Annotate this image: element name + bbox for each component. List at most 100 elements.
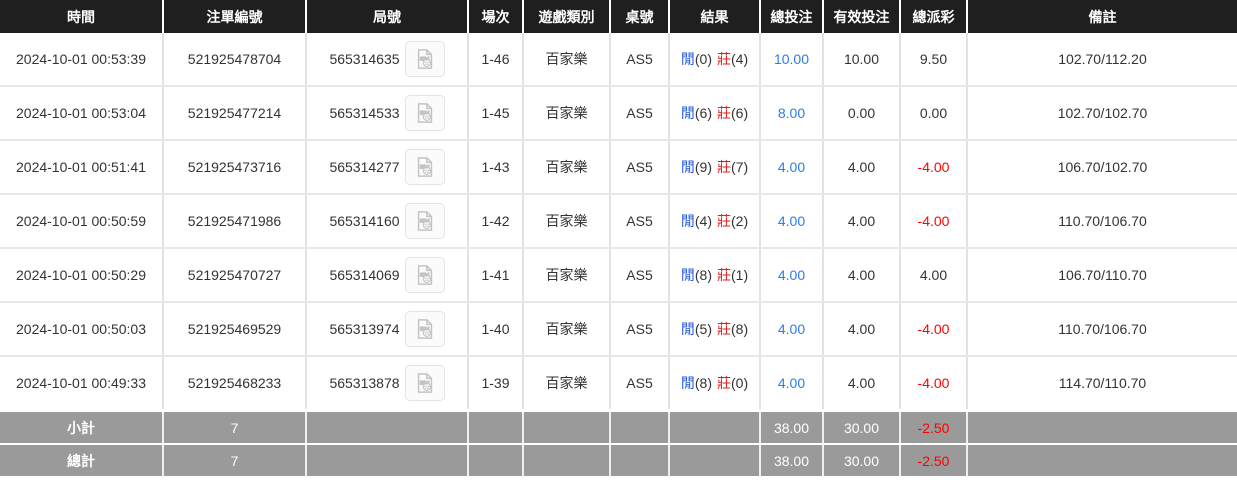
total-bet-link[interactable]: 4.00 [777, 321, 806, 337]
cell-table-no: AS5 [610, 33, 670, 87]
banker-points: (6) [731, 105, 749, 121]
cell-bet-id: 521925470727 [163, 248, 307, 303]
cell-time: 2024-10-01 00:49:33 [0, 356, 164, 412]
cell-payout: 0.00 [900, 86, 968, 141]
total-bet-link[interactable]: 4.00 [777, 267, 806, 283]
cell-bet-id: 521925478704 [163, 33, 307, 87]
table-body: 2024-10-01 00:53:39 521925478704 5653146… [0, 33, 1237, 412]
cell-payout: -4.00 [900, 356, 968, 412]
cell-round: 565314533 [306, 86, 469, 141]
video-replay-button[interactable] [404, 365, 445, 401]
subtotal-total-bet: 38.00 [760, 409, 824, 445]
cell-session: 1-46 [468, 33, 524, 87]
col-header-total-bet: 總投注 [760, 0, 824, 33]
total-payout: -2.50 [900, 444, 968, 478]
col-header-remark: 備註 [967, 0, 1237, 33]
banker-result-label: 莊 [717, 267, 731, 283]
round-id: 565314635 [329, 51, 400, 67]
cell-remark: 114.70/110.70 [967, 356, 1237, 412]
table-row: 2024-10-01 00:50:03 521925469529 5653139… [0, 302, 1237, 357]
cell-bet-id: 521925473716 [163, 140, 307, 195]
total-bet-link[interactable]: 4.00 [777, 375, 806, 391]
round-id: 565313878 [329, 375, 400, 391]
round-id: 565314277 [329, 159, 400, 175]
video-replay-button[interactable] [404, 257, 445, 293]
cell-total-bet: 8.00 [760, 86, 824, 141]
header-row: 時間 注單編號 局號 場次 遊戲類別 桌號 結果 總投注 有效投注 總派彩 備註 [0, 0, 1237, 33]
cell-game-type: 百家樂 [523, 302, 611, 357]
table-row: 2024-10-01 00:49:33 521925468233 5653138… [0, 356, 1237, 412]
video-file-icon [417, 373, 432, 393]
subtotal-count: 7 [163, 409, 307, 445]
cell-total-bet: 10.00 [760, 33, 824, 87]
banker-points: (4) [731, 51, 749, 67]
banker-points: (2) [731, 213, 749, 229]
col-header-payout: 總派彩 [900, 0, 968, 33]
cell-valid-bet: 4.00 [823, 248, 901, 303]
total-bet-link[interactable]: 8.00 [777, 105, 806, 121]
cell-session: 1-45 [468, 86, 524, 141]
player-points: (8) [694, 267, 712, 283]
cell-valid-bet: 4.00 [823, 140, 901, 195]
video-file-icon [417, 211, 432, 231]
cell-time: 2024-10-01 00:50:29 [0, 248, 164, 303]
cell-session: 1-41 [468, 248, 524, 303]
col-header-valid-bet: 有效投注 [823, 0, 901, 33]
video-file-icon [417, 103, 432, 123]
video-replay-button[interactable] [404, 41, 445, 77]
player-result-label: 閒 [680, 321, 695, 337]
cell-total-bet: 4.00 [760, 194, 824, 249]
video-file-icon [417, 265, 432, 285]
total-bet-link[interactable]: 10.00 [773, 51, 810, 67]
cell-bet-id: 521925468233 [163, 356, 307, 412]
total-bet-link[interactable]: 4.00 [777, 213, 806, 229]
player-result-label: 閒 [680, 267, 695, 283]
cell-round: 565314069 [306, 248, 469, 303]
player-result-label: 閒 [680, 51, 695, 67]
table-footer: 小計 7 38.00 30.00 -2.50 總計 7 38.00 30.00 … [0, 409, 1237, 478]
cell-remark: 106.70/110.70 [967, 248, 1237, 303]
video-replay-button[interactable] [404, 149, 445, 185]
cell-bet-id: 521925469529 [163, 302, 307, 357]
col-header-game-type: 遊戲類別 [523, 0, 611, 33]
video-replay-button[interactable] [404, 95, 445, 131]
round-id: 565314160 [329, 213, 400, 229]
player-points: (6) [694, 105, 712, 121]
video-replay-button[interactable] [404, 311, 445, 347]
subtotal-row: 小計 7 38.00 30.00 -2.50 [0, 409, 1237, 445]
round-id: 565314069 [329, 267, 400, 283]
cell-payout: -4.00 [900, 194, 968, 249]
cell-remark: 102.70/112.20 [967, 33, 1237, 87]
cell-bet-id: 521925477214 [163, 86, 307, 141]
total-bet-link[interactable]: 4.00 [777, 159, 806, 175]
cell-time: 2024-10-01 00:50:59 [0, 194, 164, 249]
video-file-icon [417, 157, 432, 177]
video-replay-button[interactable] [404, 203, 445, 239]
cell-game-type: 百家樂 [523, 33, 611, 87]
cell-session: 1-43 [468, 140, 524, 195]
cell-total-bet: 4.00 [760, 140, 824, 195]
cell-remark: 106.70/102.70 [967, 140, 1237, 195]
cell-result: 閒(9) 莊(7) [669, 140, 761, 195]
cell-total-bet: 4.00 [760, 356, 824, 412]
cell-result: 閒(6) 莊(6) [669, 86, 761, 141]
cell-time: 2024-10-01 00:50:03 [0, 302, 164, 357]
player-result-label: 閒 [680, 213, 695, 229]
player-points: (9) [694, 159, 712, 175]
player-result-label: 閒 [680, 375, 695, 391]
col-header-session: 場次 [468, 0, 524, 33]
banker-result-label: 莊 [717, 159, 731, 175]
subtotal-payout: -2.50 [900, 409, 968, 445]
banker-result-label: 莊 [717, 51, 731, 67]
total-row: 總計 7 38.00 30.00 -2.50 [0, 444, 1237, 478]
subtotal-label: 小計 [0, 409, 164, 445]
cell-payout: -4.00 [900, 302, 968, 357]
subtotal-valid-bet: 30.00 [823, 409, 901, 445]
cell-valid-bet: 4.00 [823, 356, 901, 412]
cell-table-no: AS5 [610, 86, 670, 141]
cell-session: 1-40 [468, 302, 524, 357]
table-row: 2024-10-01 00:50:29 521925470727 5653140… [0, 248, 1237, 303]
player-points: (0) [694, 51, 712, 67]
video-file-icon [417, 319, 432, 339]
banker-result-label: 莊 [717, 213, 731, 229]
